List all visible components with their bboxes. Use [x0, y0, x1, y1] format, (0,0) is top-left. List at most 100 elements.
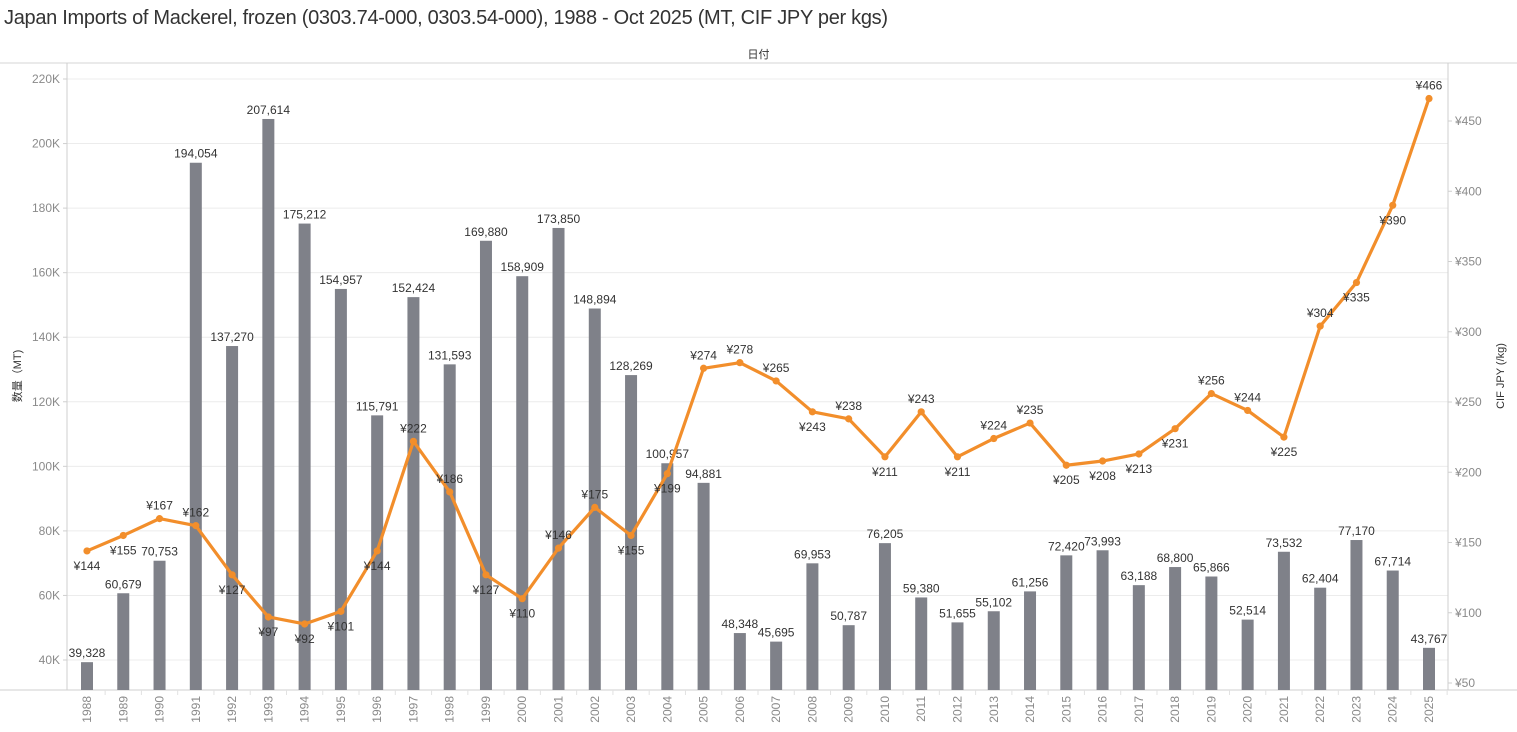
bar-label-2022: 62,404 [1302, 572, 1339, 586]
bar-2018 [1169, 567, 1182, 690]
bar-2000 [516, 276, 529, 690]
x-tick-label-1999: 1999 [479, 696, 493, 723]
left-tick-label: 100K [32, 459, 60, 473]
x-tick-label-1993: 1993 [261, 696, 275, 723]
price-point-1990 [155, 515, 164, 523]
right-tick-label: ¥50 [1454, 676, 1475, 690]
bar-label-2019: 65,866 [1193, 561, 1230, 575]
price-label-1998: ¥186 [435, 472, 463, 486]
x-tick-label-2010: 2010 [878, 696, 892, 723]
bar-label-1995: 154,957 [319, 273, 363, 287]
bar-2008 [806, 563, 819, 690]
bar-labels: 39,328 60,679 70,753 194,054 137,270 207,614 1… [69, 103, 1448, 660]
price-label-2012: ¥211 [944, 465, 971, 479]
price-label-2002: ¥175 [580, 487, 608, 501]
bar-label-2016: 73,993 [1084, 534, 1121, 548]
price-label-2020: ¥244 [1233, 390, 1261, 404]
x-tick-label-2024: 2024 [1386, 696, 1400, 723]
x-tick-label-2011: 2011 [914, 696, 928, 722]
bar-label-2005: 94,881 [685, 467, 722, 481]
x-tick-label-2016: 2016 [1096, 696, 1110, 723]
bar-label-2013: 55,102 [975, 595, 1012, 609]
right-tick-label: ¥100 [1454, 606, 1482, 620]
price-label-2008: ¥243 [798, 420, 826, 434]
price-point-1994 [301, 620, 309, 628]
price-label-1995: ¥101 [327, 619, 355, 633]
x-tick-label-2023: 2023 [1349, 696, 1363, 723]
line-labels: ¥144 ¥155 ¥167 ¥162 ¥127 ¥97 ¥92 ¥101 ¥144 ¥222 ¥1… [73, 79, 1443, 646]
bar-2025 [1423, 647, 1435, 690]
right-tick-label: ¥300 [1454, 325, 1482, 339]
x-tick-label-1995: 1995 [334, 696, 348, 723]
price-point-2019 [1207, 389, 1215, 398]
x-tick-label-2021: 2021 [1277, 696, 1291, 723]
bar-label-2000: 158,909 [501, 260, 545, 274]
bar-1989 [117, 593, 130, 690]
bar-1995 [334, 288, 347, 690]
price-point-1997 [409, 437, 418, 445]
bar-2006 [733, 633, 746, 690]
bar-label-2003: 128,269 [609, 359, 653, 373]
price-label-2011: ¥243 [907, 392, 935, 406]
x-tick-label-2008: 2008 [805, 696, 819, 723]
bar-2023 [1350, 540, 1363, 690]
gridlines [67, 78, 1448, 661]
x-tick-label-2003: 2003 [624, 696, 638, 723]
price-point-2025 [1425, 94, 1433, 103]
bar-label-1991: 194,054 [174, 147, 218, 161]
left-axis-title: 数量（MT) [11, 350, 24, 403]
right-tick-label: ¥450 [1454, 114, 1482, 128]
price-label-2000: ¥110 [508, 607, 535, 621]
left-tick-label: 120K [32, 395, 60, 409]
bar-label-2017: 63,188 [1120, 569, 1157, 583]
bar-label-1999: 169,880 [464, 225, 508, 239]
bar-2015 [1060, 555, 1073, 690]
bar-1997 [407, 297, 420, 690]
bar-label-2020: 52,514 [1229, 604, 1266, 618]
bar-label-1992: 137,270 [210, 330, 254, 344]
price-label-1988: ¥144 [73, 559, 101, 573]
left-tick-label: 40K [39, 653, 60, 667]
x-tick-label-2022: 2022 [1313, 696, 1327, 723]
x-tick-label-2013: 2013 [987, 696, 1001, 723]
price-label-2010: ¥211 [871, 465, 898, 479]
bar-2004 [661, 463, 674, 690]
x-tick-label-2002: 2002 [588, 696, 602, 723]
left-tick-label: 60K [39, 588, 60, 602]
price-point-2001 [554, 544, 563, 552]
bar-1994 [298, 223, 311, 690]
right-tick-label: ¥350 [1454, 255, 1482, 269]
x-tick-label-2007: 2007 [769, 696, 783, 723]
x-tick-label-2015: 2015 [1059, 696, 1073, 723]
bar-2012 [951, 622, 964, 690]
price-label-1989: ¥155 [109, 543, 137, 557]
x-tick-label-1998: 1998 [443, 696, 457, 723]
bar-label-2012: 51,655 [939, 606, 976, 620]
price-label-2014: ¥235 [1016, 403, 1044, 417]
bar-1990 [153, 560, 166, 690]
right-tick-label: ¥150 [1454, 536, 1482, 550]
right-tick-label: ¥400 [1454, 184, 1482, 198]
price-point-2010 [881, 453, 889, 461]
price-point-2003 [627, 531, 635, 540]
price-label-2017: ¥213 [1124, 462, 1152, 476]
price-label-2023: ¥335 [1342, 291, 1370, 305]
x-tick-label-2009: 2009 [842, 696, 856, 723]
price-point-1995 [337, 607, 345, 615]
x-tick-label-1991: 1991 [189, 696, 203, 723]
bar-label-2007: 45,695 [758, 626, 795, 640]
price-point-2015 [1062, 461, 1070, 469]
bar-label-2024: 67,714 [1374, 555, 1411, 569]
bar-label-2011: 59,380 [903, 581, 940, 595]
bar-label-1988: 39,328 [69, 646, 106, 660]
bar-label-2021: 73,532 [1266, 536, 1303, 550]
right-axis-title: CIF JPY (/kg) [1495, 343, 1507, 409]
price-label-2004: ¥199 [653, 482, 681, 496]
bar-1988 [81, 662, 93, 690]
price-label-2018: ¥231 [1161, 437, 1189, 451]
bar-1991 [189, 162, 202, 690]
left-tick-label: 200K [32, 137, 60, 151]
right-axis: ¥50 ¥100 ¥150 ¥200 ¥250 ¥300 ¥350 ¥400 ¥450 CIF J… [1448, 114, 1507, 690]
price-point-2009 [845, 415, 853, 423]
price-point-2017 [1135, 450, 1143, 458]
